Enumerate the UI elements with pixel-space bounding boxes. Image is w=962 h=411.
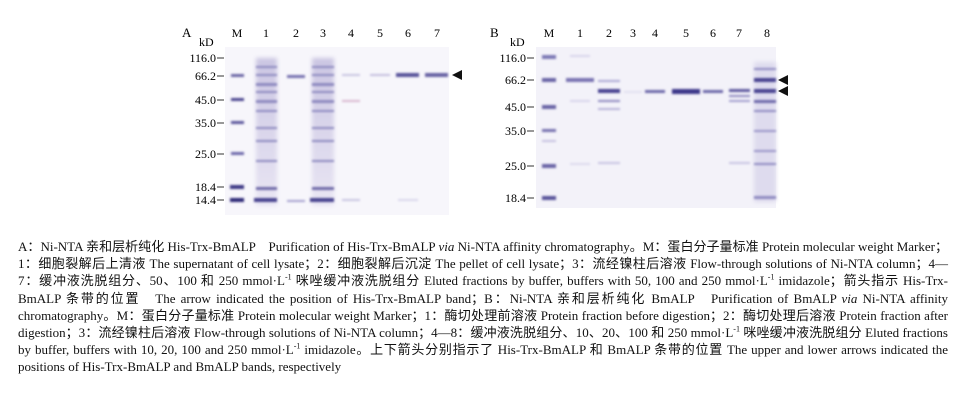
gel-a-lane-3 <box>310 58 334 206</box>
lane-label: 2 <box>606 26 612 40</box>
gel-a-marker-lane <box>230 74 244 202</box>
marker-label: 116.0 <box>189 51 216 65</box>
gel-b-marker-lane <box>542 55 556 200</box>
lane-label: 3 <box>630 26 636 40</box>
panel-a-marker-labels: 116.0 66.2 45.0 35.0 25.0 18.4 14.4 <box>189 51 216 207</box>
gel-b-lane-6 <box>703 90 723 93</box>
lane-label: 4 <box>348 26 354 40</box>
marker-label: 66.2 <box>195 69 216 83</box>
gel-b-lane-1 <box>566 55 594 165</box>
figure-caption: A：Ni-NTA 亲和层析纯化 His-Trx-BmALP Purificati… <box>18 238 948 376</box>
lane-label: M <box>232 26 243 40</box>
marker-label: 45.0 <box>195 93 216 107</box>
caption-superscript: -1 <box>293 341 301 351</box>
caption-italic: via <box>841 290 858 306</box>
arrow-icon <box>778 75 788 85</box>
caption-italic: via <box>438 239 455 254</box>
gel-b-background <box>536 47 776 208</box>
panel-b-unit: kD <box>510 35 525 49</box>
caption-text: 咪唑缓冲液洗脱组分 Eluted fractions by buffer, bu… <box>291 273 768 289</box>
marker-label: 35.0 <box>505 124 526 138</box>
marker-label: 116.0 <box>499 51 526 65</box>
caption-text: A：Ni-NTA 亲和层析纯化 His-Trx-BmALP Purificati… <box>18 239 439 254</box>
caption-text: Ni-NTA affinity chromatography。M：蛋白分子量标准… <box>18 239 948 289</box>
lane-label: 3 <box>320 26 326 40</box>
caption-superscript: -1 <box>284 273 292 283</box>
lane-label: 6 <box>405 26 411 40</box>
marker-label: 14.4 <box>195 193 216 207</box>
lane-label: 7 <box>434 26 440 40</box>
panel-b-letter: B <box>490 25 499 40</box>
gel-b-lane-4 <box>645 90 665 93</box>
lane-label: 1 <box>263 26 269 40</box>
gel-a-lane-7 <box>425 73 448 77</box>
gel-a-lane-4 <box>342 74 360 201</box>
gel-b-lane-5 <box>672 89 700 94</box>
panel-a-lane-labels: M 1 2 3 4 5 6 7 <box>232 26 440 40</box>
marker-ticks <box>527 57 534 199</box>
panel-a-unit: kD <box>199 35 214 49</box>
marker-ticks <box>217 57 224 201</box>
panel-a-letter: A <box>182 25 192 40</box>
lane-label: 5 <box>377 26 383 40</box>
gel-b-lane-7 <box>729 89 750 164</box>
panel-b-lane-labels: M 1 2 3 4 5 6 7 8 <box>544 26 770 40</box>
gel-a-lane-2 <box>287 75 305 202</box>
caption-text: 咪唑缓冲液洗脱组分 Eluted fractions by buffer, bu… <box>18 325 948 358</box>
marker-label: 45.0 <box>505 100 526 114</box>
caption-text: imidazole。上下箭头分别指示了 His-Trx-BmALP 和 BmAL… <box>18 342 948 375</box>
panel-b-marker-labels: 116.0 66.2 45.0 35.0 25.0 18.4 <box>499 51 526 205</box>
arrow-icon <box>452 70 462 80</box>
gel-b-lane-3 <box>624 91 642 93</box>
marker-label: 66.2 <box>505 73 526 87</box>
gel-b-lane-8 <box>754 62 776 202</box>
lane-label: 7 <box>736 26 742 40</box>
lane-label: 6 <box>710 26 716 40</box>
lane-label: 1 <box>577 26 583 40</box>
caption-superscript: -1 <box>733 324 740 334</box>
marker-label: 35.0 <box>195 116 216 130</box>
gel-a-lane-5 <box>370 74 390 76</box>
marker-label: 25.0 <box>195 147 216 161</box>
gel-a-lane-1 <box>254 58 277 206</box>
lane-label: 5 <box>683 26 689 40</box>
lane-label: M <box>544 26 555 40</box>
caption-text: imidazole；箭头指示 His-Trx-BmALP 条带的位置 The a… <box>18 273 948 306</box>
marker-label: 18.4 <box>195 180 216 194</box>
gel-b-lane-2 <box>598 80 620 164</box>
lane-label: 4 <box>652 26 658 40</box>
lane-label: 8 <box>764 26 770 40</box>
arrow-icon <box>778 86 788 96</box>
lane-label: 2 <box>293 26 299 40</box>
caption-text: Ni-NTA affinity chromatography。M：蛋白分子量标准… <box>18 290 948 341</box>
gel-panel-a: A kD M 1 2 3 4 5 6 7 116.0 66.2 45.0 35.… <box>182 25 462 215</box>
gel-figure: A kD M 1 2 3 4 5 6 7 116.0 66.2 45.0 35.… <box>182 25 788 215</box>
caption-superscript: -1 <box>767 273 775 283</box>
gel-panel-b: B kD M 1 2 3 4 5 6 7 8 116.0 66.2 45.0 3… <box>490 25 788 208</box>
marker-label: 18.4 <box>505 191 526 205</box>
gel-a-lane-6 <box>396 73 419 201</box>
marker-label: 25.0 <box>505 159 526 173</box>
